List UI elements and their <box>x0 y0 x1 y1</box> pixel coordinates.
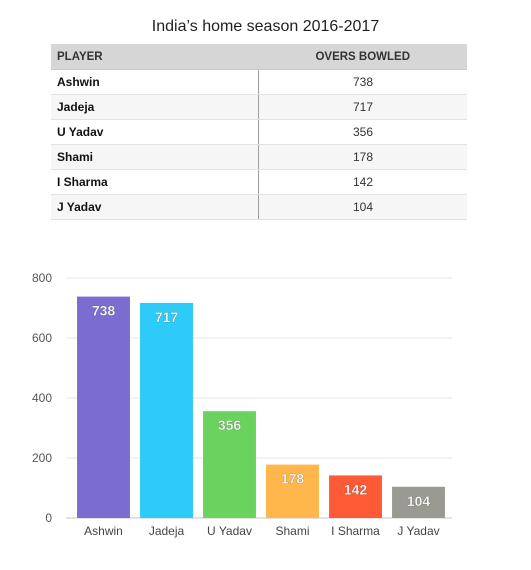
bar <box>329 475 382 518</box>
table-row: U Yadav 356 <box>51 119 467 145</box>
overs-cell: 738 <box>258 69 467 95</box>
overs-cell: 717 <box>258 94 467 120</box>
column-header-player: PLAYER <box>51 44 259 70</box>
table-header-row: PLAYER OVERS BOWLED <box>51 44 467 70</box>
table-row: Jadeja 717 <box>51 94 467 120</box>
bar <box>266 464 319 518</box>
bar-chart: 0 200 400 600 800 738 Ashwin 717 Jadeja 356 U Yada… <box>32 271 452 538</box>
overs-cell: 142 <box>258 169 467 195</box>
x-tick-label: J Yadav <box>397 524 439 538</box>
bar <box>392 486 445 518</box>
x-tick-label: U Yadav <box>207 524 252 538</box>
player-cell: J Yadav <box>51 194 259 220</box>
data-label: 356 <box>218 417 242 433</box>
x-tick-label: Shami <box>275 524 309 538</box>
data-label: 738 <box>92 303 116 319</box>
y-tick-label: 200 <box>32 451 52 465</box>
data-label: 717 <box>155 309 179 325</box>
overs-cell: 104 <box>258 194 467 220</box>
x-tick-label: I Sharma <box>331 524 380 538</box>
data-label: 104 <box>407 493 431 509</box>
player-cell: Ashwin <box>51 69 259 95</box>
data-label: 142 <box>344 481 368 497</box>
table-row: Ashwin 738 <box>51 69 467 95</box>
table-row: Shami 178 <box>51 144 467 170</box>
y-tick-label: 800 <box>32 271 52 285</box>
column-header-overs: OVERS BOWLED <box>258 44 467 70</box>
overs-table: PLAYER OVERS BOWLED Ashwin 738 Jadeja 71… <box>51 44 467 220</box>
bar <box>77 296 130 518</box>
player-cell: Jadeja <box>51 94 259 120</box>
x-tick-label: Jadeja <box>149 524 185 538</box>
page-title: India’s home season 2016-2017 <box>151 18 380 35</box>
overs-cell: 178 <box>258 144 467 170</box>
y-tick-label: 600 <box>32 331 52 345</box>
y-tick-label: 0 <box>45 511 52 525</box>
x-tick-label: Ashwin <box>84 524 123 538</box>
bar <box>140 302 193 518</box>
overs-cell: 356 <box>258 119 467 145</box>
player-cell: I Sharma <box>51 169 259 195</box>
player-cell: Shami <box>51 144 259 170</box>
table-row: I Sharma 142 <box>51 169 467 195</box>
data-label: 178 <box>281 471 305 487</box>
bar <box>203 411 256 518</box>
player-cell: U Yadav <box>51 119 259 145</box>
table-row: J Yadav 104 <box>51 194 467 220</box>
y-tick-label: 400 <box>32 391 52 405</box>
